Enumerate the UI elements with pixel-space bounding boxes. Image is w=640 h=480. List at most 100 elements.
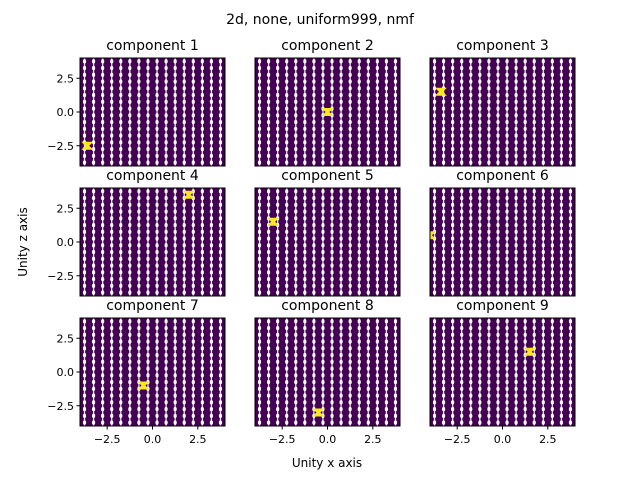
grid-node <box>164 86 168 91</box>
grid-node <box>505 140 509 145</box>
grid-node <box>339 86 343 91</box>
grid-node <box>357 393 361 398</box>
grid-node <box>348 140 352 145</box>
grid-node <box>559 153 564 159</box>
grid-node <box>487 283 491 289</box>
grid-node <box>541 126 545 132</box>
grid-node <box>119 276 123 282</box>
grid-node <box>119 99 123 105</box>
grid-node <box>469 379 473 385</box>
grid-node <box>505 99 509 105</box>
grid-node <box>128 276 132 282</box>
grid-node <box>339 366 343 371</box>
grid-node <box>200 366 204 371</box>
grid-node <box>559 202 564 208</box>
grid-node <box>266 386 271 392</box>
grid-node <box>303 133 307 138</box>
subplot-title: component 4 <box>106 168 199 184</box>
grid-node <box>348 65 352 71</box>
grid-node <box>276 99 280 105</box>
grid-node <box>460 236 464 241</box>
grid-node <box>357 59 361 64</box>
grid-node <box>432 86 437 91</box>
grid-node <box>303 92 307 98</box>
grid-node <box>523 189 527 194</box>
grid-node <box>285 126 289 132</box>
grid-node <box>523 379 527 385</box>
grid-node <box>137 119 141 125</box>
grid-node <box>432 92 437 98</box>
grid-node <box>257 276 262 282</box>
grid-node <box>137 106 141 111</box>
grid-node <box>128 133 132 138</box>
grid-node <box>559 195 564 201</box>
grid-node <box>200 236 204 241</box>
grid-node <box>164 79 168 84</box>
grid-node <box>155 270 159 275</box>
grid-node <box>523 160 527 165</box>
grid-node <box>550 229 554 235</box>
grid-node <box>303 79 307 84</box>
grid-node <box>164 276 168 282</box>
grid-node <box>478 209 482 214</box>
grid-node <box>173 352 177 358</box>
grid-node <box>550 146 554 152</box>
grid-node <box>441 270 446 275</box>
grid-node <box>191 65 195 71</box>
grid-node <box>559 222 564 228</box>
grid-node <box>487 119 491 125</box>
grid-node <box>393 366 398 371</box>
grid-node <box>541 352 545 358</box>
grid-node <box>393 119 398 125</box>
grid-node <box>209 283 214 289</box>
grid-node <box>110 332 114 338</box>
grid-node <box>119 420 123 425</box>
grid-node <box>155 413 159 419</box>
grid-node <box>460 160 464 165</box>
grid-node <box>532 276 536 282</box>
grid-node <box>487 332 491 338</box>
grid-node <box>478 332 482 338</box>
grid-node <box>432 270 437 275</box>
grid-node <box>101 209 105 214</box>
grid-node <box>266 65 271 71</box>
grid-node <box>276 160 280 165</box>
grid-node <box>357 359 361 365</box>
grid-node <box>393 332 398 338</box>
grid-node <box>505 366 509 371</box>
grid-node <box>209 79 214 84</box>
grid-node <box>110 386 114 392</box>
grid-node <box>348 86 352 91</box>
grid-node <box>91 189 96 194</box>
grid-node <box>469 373 473 378</box>
grid-node <box>532 379 536 385</box>
grid-node <box>441 99 446 105</box>
grid-node <box>514 249 518 255</box>
grid-node <box>266 202 271 208</box>
grid-node <box>137 325 141 331</box>
grid-node <box>128 332 132 338</box>
grid-node <box>487 249 491 255</box>
grid-node <box>182 59 186 64</box>
grid-node <box>173 160 177 165</box>
grid-node <box>294 209 298 214</box>
grid-node <box>514 106 518 111</box>
grid-node <box>532 373 536 378</box>
grid-node <box>568 325 573 331</box>
grid-node <box>146 406 150 412</box>
grid-node <box>182 79 186 84</box>
grid-node <box>348 229 352 235</box>
grid-node <box>496 339 500 344</box>
grid-node <box>276 393 280 398</box>
grid-node <box>375 379 379 385</box>
grid-node <box>366 119 370 125</box>
grid-node <box>550 379 554 385</box>
grid-node <box>266 126 271 132</box>
plot-background <box>80 318 225 426</box>
grid-node <box>119 406 123 412</box>
grid-node <box>137 65 141 71</box>
grid-node <box>303 270 307 275</box>
grid-node <box>357 195 361 201</box>
subplot-2: component 2 <box>254 38 401 167</box>
grid-node <box>182 352 186 358</box>
